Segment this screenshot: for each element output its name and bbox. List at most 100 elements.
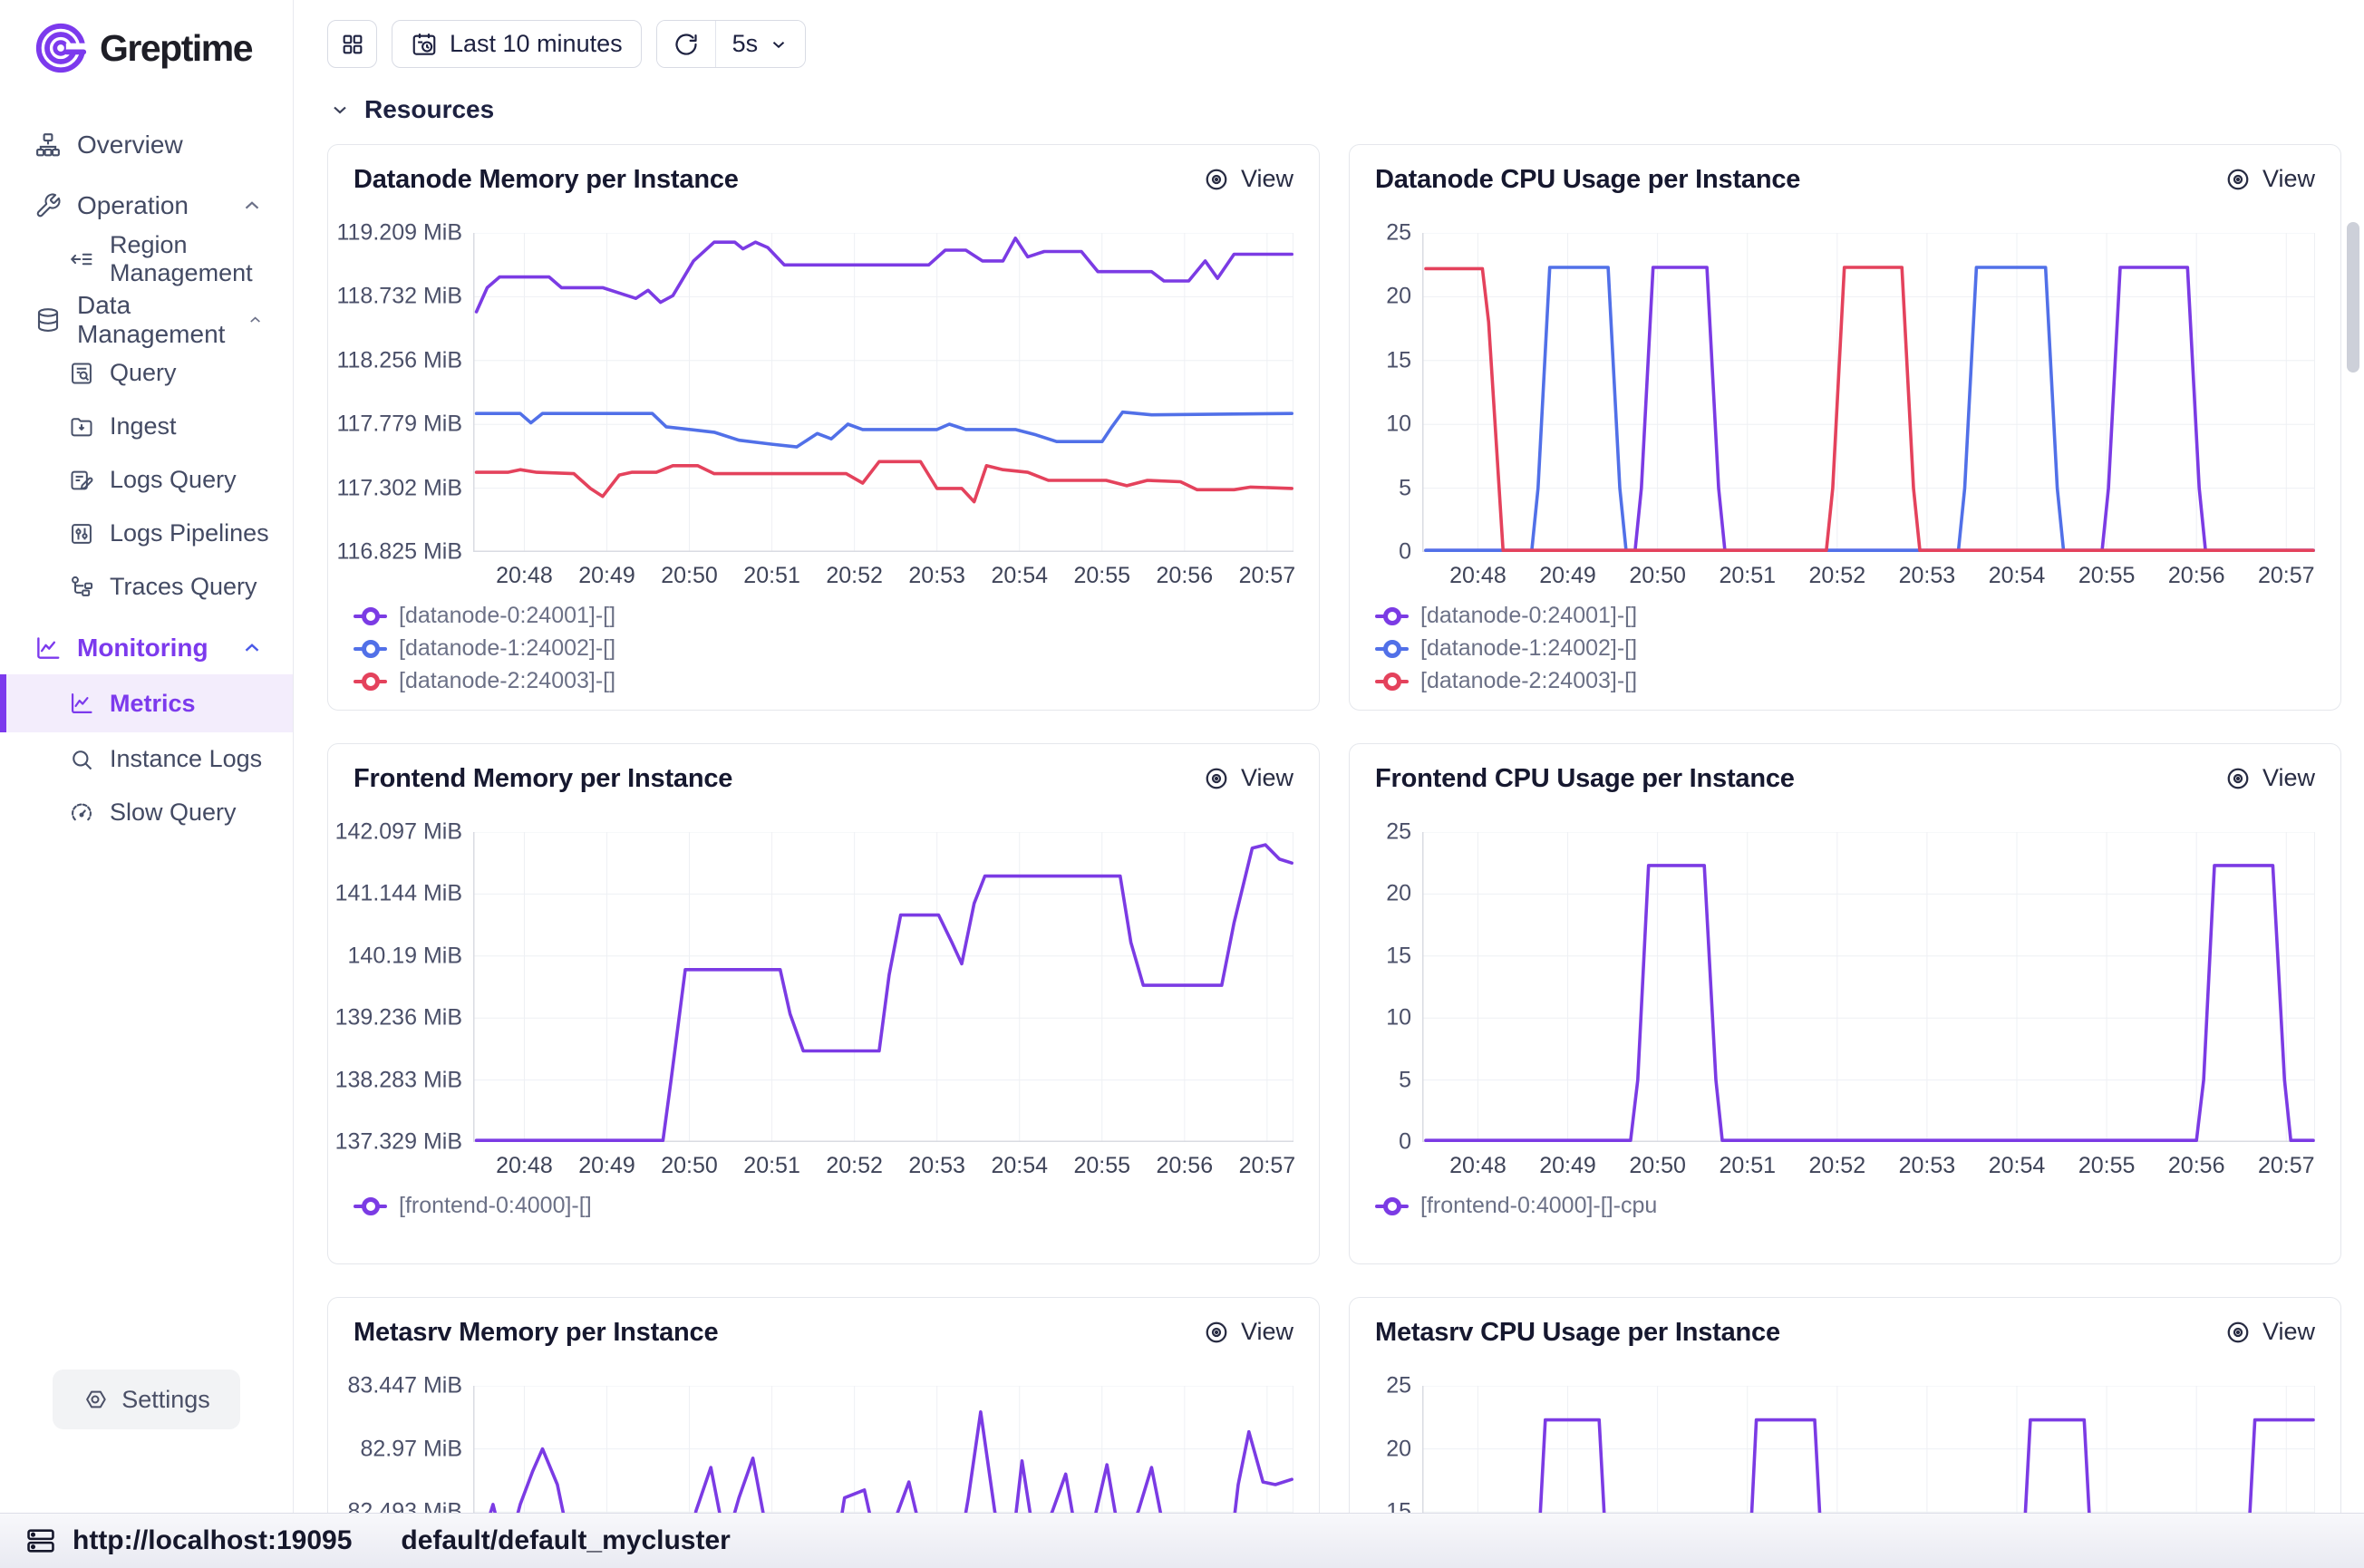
chart-canvas[interactable] <box>1422 832 2315 1142</box>
x-tick-label: 20:50 <box>661 563 718 588</box>
legend-item[interactable]: [datanode-2:24003]-[] <box>1375 668 2315 694</box>
x-tick-label: 20:53 <box>908 563 965 588</box>
x-tick-label: 20:57 <box>1238 1153 1296 1178</box>
sidebar-item-ingest[interactable]: Ingest <box>0 400 293 453</box>
eye-icon <box>2227 1321 2249 1342</box>
sidebar-item-monitoring[interactable]: Monitoring <box>0 621 293 674</box>
logo[interactable]: Greptime <box>0 0 293 76</box>
x-tick-label: 20:48 <box>496 1153 553 1178</box>
chart-card-metasrv-cpu: Metasrv CPU Usage per Instance View 25 20… <box>1349 1297 2341 1513</box>
sidebar-item-metrics[interactable]: Metrics <box>0 674 293 732</box>
view-button[interactable]: View <box>2224 764 2315 792</box>
view-button[interactable]: View <box>1203 1318 1293 1346</box>
overview-icon <box>36 132 60 156</box>
resources-section-toggle[interactable]: Resources <box>329 95 2364 124</box>
y-tick-label: 15 <box>1386 1498 1411 1513</box>
refresh-interval-select[interactable]: 5s <box>714 21 806 67</box>
legend-item[interactable]: [datanode-0:24001]-[] <box>354 603 1293 629</box>
legend-item[interactable]: [frontend-0:4000]-[] <box>354 1193 1293 1219</box>
sidebar-item-instance-logs[interactable]: Instance Logs <box>0 732 293 786</box>
main-content: Last 10 minutes 5s Resources Datanode Me… <box>295 0 2364 1513</box>
y-tick-label: 141.144 MiB <box>334 880 462 906</box>
x-tick-label: 20:56 <box>2167 563 2225 588</box>
chart-series-line <box>1424 266 2315 552</box>
settings-label: Settings <box>121 1385 210 1413</box>
y-tick-label: 5 <box>1399 1067 1411 1093</box>
view-label: View <box>1240 165 1293 192</box>
legend-item[interactable]: [datanode-1:24002]-[] <box>1375 635 2315 662</box>
layout-grid-button[interactable] <box>327 20 377 68</box>
legend-label: [datanode-2:24003]-[] <box>399 668 616 693</box>
legend-item[interactable]: [datanode-2:24003]-[] <box>354 668 1293 694</box>
metrics-icon <box>71 692 92 714</box>
x-tick-label: 20:48 <box>496 563 553 588</box>
x-tick-label: 20:52 <box>1808 563 1866 588</box>
time-range-button[interactable]: Last 10 minutes <box>392 20 642 68</box>
chart-series-line <box>1424 266 2315 552</box>
chart-canvas[interactable] <box>473 1386 1293 1513</box>
sidebar-item-slow-query[interactable]: Slow Query <box>0 786 293 839</box>
sidebar-item-traces-query[interactable]: Traces Query <box>0 560 293 614</box>
y-tick-label: 137.329 MiB <box>334 1128 462 1155</box>
chevron-up-icon <box>250 316 260 323</box>
chart-series-line <box>474 460 1293 504</box>
chart-canvas[interactable] <box>1422 1386 2315 1513</box>
x-tick-label: 20:50 <box>1629 1153 1686 1178</box>
refresh-button[interactable] <box>656 21 715 67</box>
monitoring-icon <box>37 636 60 659</box>
chart-canvas[interactable] <box>1422 233 2315 552</box>
sidebar-item-data-management[interactable]: Data Management <box>0 291 293 348</box>
chart-plot[interactable]: 142.097 MiB 141.144 MiB 140.19 MiB 139.236 … <box>335 819 1296 1180</box>
view-button[interactable]: View <box>2224 165 2315 193</box>
chart-series-line <box>1424 266 2315 552</box>
y-tick-label: 20 <box>1386 1436 1411 1462</box>
x-tick-label: 20:53 <box>1898 1153 1956 1178</box>
server-icon <box>27 1529 54 1553</box>
y-tick-label: 5 <box>1399 475 1411 501</box>
view-button[interactable]: View <box>1203 165 1293 193</box>
sidebar-item-label: Instance Logs <box>110 745 263 772</box>
legend-item[interactable]: [frontend-0:4000]-[]-cpu <box>1375 1193 2315 1219</box>
vertical-scrollbar-thumb[interactable] <box>2347 222 2359 373</box>
legend-label: [datanode-2:24003]-[] <box>1420 668 1638 693</box>
y-tick-label: 82.97 MiB <box>360 1436 462 1462</box>
view-button[interactable]: View <box>1203 764 1293 792</box>
legend-item[interactable]: [datanode-0:24001]-[] <box>1375 603 2315 629</box>
sidebar-item-operation[interactable]: Operation <box>0 179 293 232</box>
x-tick-label: 20:49 <box>578 1153 635 1178</box>
sidebar-item-label: Overview <box>77 130 183 159</box>
sidebar-item-region-management[interactable]: Region Management <box>0 231 293 286</box>
chart-plot[interactable]: 252015105020:4820:4920:5020:5120:5220:53… <box>1375 1373 2315 1513</box>
chart-series-line <box>489 1410 1293 1513</box>
legend-item[interactable]: [datanode-1:24002]-[] <box>354 635 1293 662</box>
chart-plot[interactable]: 119.209 MiB 118.732 MiB 118.256 MiB 117.779… <box>336 220 1295 590</box>
sidebar-item-label: Logs Query <box>110 466 237 493</box>
x-tick-label: 20:53 <box>1898 563 1956 588</box>
charts-grid: Datanode Memory per Instance View 119.20… <box>295 124 2364 1513</box>
chart-legend: [frontend-0:4000]-[] <box>354 1193 1293 1219</box>
greptime-logo-icon <box>35 23 89 73</box>
x-tick-label: 20:55 <box>2078 563 2136 588</box>
chart-title: Metasrv CPU Usage per Instance <box>1375 1318 1780 1347</box>
view-label: View <box>2262 1318 2315 1345</box>
legend-marker-icon <box>1375 639 1409 658</box>
x-tick-label: 20:51 <box>1719 563 1776 588</box>
speedometer-icon <box>72 802 92 820</box>
sidebar-item-overview[interactable]: Overview <box>0 118 293 171</box>
chevron-down-icon <box>772 41 785 48</box>
sidebar-item-logs-query[interactable]: Logs Query <box>0 453 293 507</box>
settings-button[interactable]: Settings <box>53 1370 240 1429</box>
y-tick-label: 117.302 MiB <box>336 475 462 501</box>
sidebar-item-query[interactable]: Query <box>0 346 293 400</box>
server-url: http://localhost:19095 <box>73 1525 353 1555</box>
y-tick-label: 20 <box>1386 880 1411 906</box>
sidebar-item-logs-pipelines[interactable]: Logs Pipelines <box>0 507 293 560</box>
view-button[interactable]: View <box>2224 1318 2315 1346</box>
chart-canvas[interactable] <box>473 233 1293 552</box>
legend-marker-icon <box>354 1196 387 1215</box>
chart-canvas[interactable] <box>473 832 1293 1142</box>
refresh-group: 5s <box>655 20 807 68</box>
